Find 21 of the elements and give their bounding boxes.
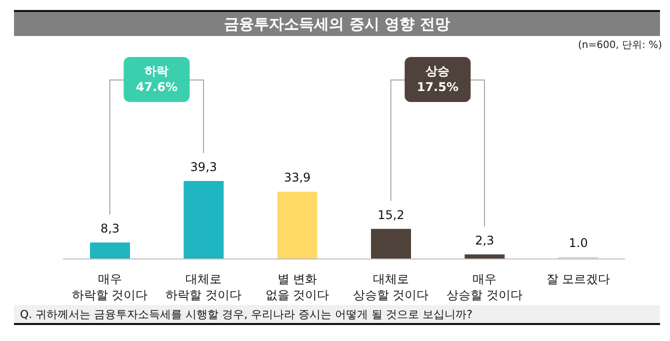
text: 하락 47.6% bbox=[136, 64, 178, 94]
bar bbox=[371, 228, 411, 259]
bar bbox=[277, 192, 318, 259]
data-label: 15,2 bbox=[378, 208, 404, 222]
text: Q. 귀하께서는 금융투자소득세를 시행할 경우, 우리나라 증시는 어떻게 될 것으로 보십니까? bbox=[14, 305, 660, 325]
data-label: 33,9 bbox=[284, 170, 311, 185]
data-label: 8,3 bbox=[100, 222, 120, 236]
x-tick-label: 매우 하락할 것이다 bbox=[72, 272, 148, 302]
text: 상승 17.5% bbox=[416, 64, 458, 94]
x-tick-label: 대체로 하락할 것이다 bbox=[166, 272, 242, 302]
x-tick-label: 대체로 상승할 것이다 bbox=[352, 272, 429, 302]
bar bbox=[90, 242, 130, 259]
data-label: 2,3 bbox=[475, 233, 494, 248]
x-tick-label: 매우 상승할 것이다 bbox=[446, 272, 522, 302]
chart-subtitle: (n=600, 단위: %) bbox=[578, 39, 662, 52]
bar bbox=[184, 181, 224, 259]
data-label: 1.0 bbox=[568, 236, 588, 250]
x-tick-label: 잘 모르겠다 bbox=[546, 272, 610, 286]
data-label: 39,3 bbox=[190, 160, 218, 174]
x-tick-label: 별 변화 없을 것이다 bbox=[265, 272, 330, 302]
chart-title: 금융투자소득세의 증시 영향 전망 bbox=[14, 10, 660, 36]
